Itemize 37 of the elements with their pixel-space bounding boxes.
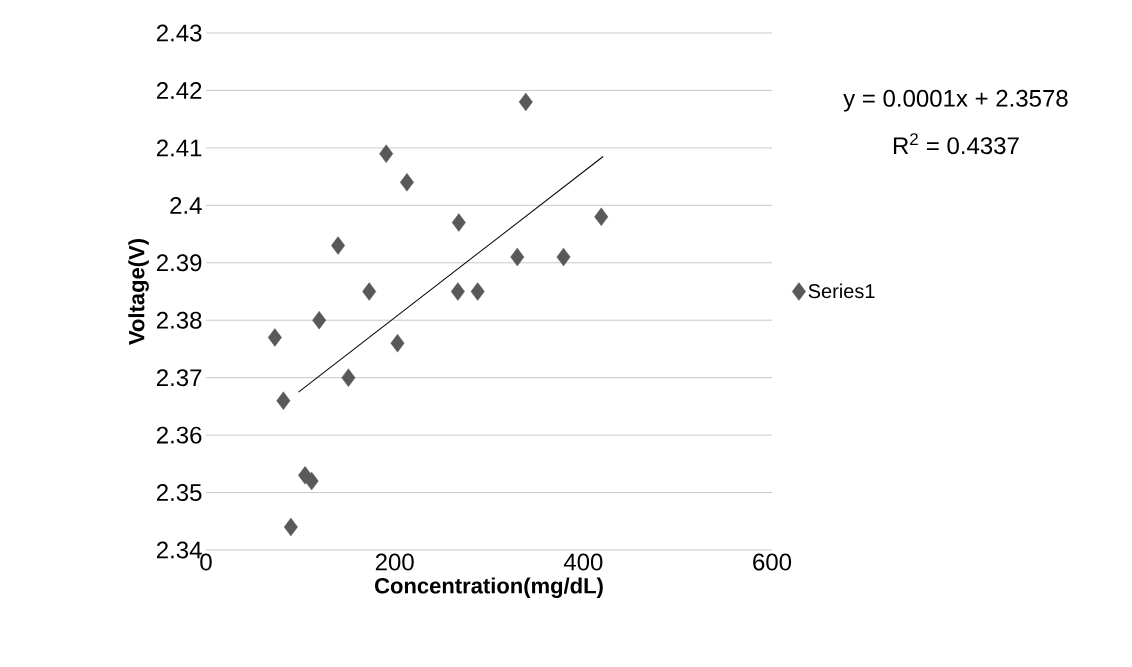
x-tick-label: 200 — [375, 553, 414, 571]
y-tick-label: 2.34 — [156, 541, 202, 559]
point — [451, 213, 466, 232]
x-tick-label: 400 — [563, 553, 603, 571]
point — [390, 334, 405, 353]
y-tick-label: 2.43 — [156, 24, 202, 42]
y-tick-label: 2.41 — [156, 139, 202, 157]
text: y = 0.0001x + 2.3578 — [843, 89, 1068, 112]
y-tick-label: 2.35 — [156, 484, 202, 502]
point — [379, 144, 394, 163]
point — [283, 517, 298, 537]
y-tick-label: 2.38 — [156, 311, 202, 329]
point — [276, 391, 291, 410]
y-tick-label: 2.42 — [156, 82, 202, 99]
y-tick-label: 2.36 — [156, 426, 202, 444]
point — [312, 311, 327, 330]
legend-label: Series1 — [808, 283, 875, 299]
y-tick-label: 2.4 — [170, 196, 202, 214]
point — [341, 368, 356, 387]
point — [331, 236, 346, 255]
point — [362, 282, 377, 301]
point — [267, 328, 282, 347]
point — [594, 207, 609, 227]
point — [510, 247, 525, 267]
point — [304, 471, 319, 491]
text: R$^{2}$ = 0.4337 — [893, 133, 1019, 155]
x-tick-label: 600 — [753, 553, 792, 571]
y-axis-title: Voltage(V) — [128, 239, 149, 345]
point — [470, 282, 485, 301]
point — [518, 92, 533, 112]
point — [450, 282, 465, 301]
point — [399, 173, 414, 192]
x-axis-title: Concentration(mg/dL) — [375, 577, 603, 598]
y-tick-label: 2.37 — [156, 369, 202, 387]
x-tick-label: 0 — [200, 553, 212, 571]
point — [556, 247, 571, 267]
y-tick-label: 2.39 — [156, 254, 202, 272]
